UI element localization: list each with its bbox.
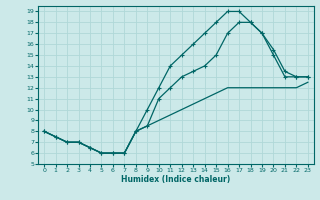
X-axis label: Humidex (Indice chaleur): Humidex (Indice chaleur)	[121, 175, 231, 184]
